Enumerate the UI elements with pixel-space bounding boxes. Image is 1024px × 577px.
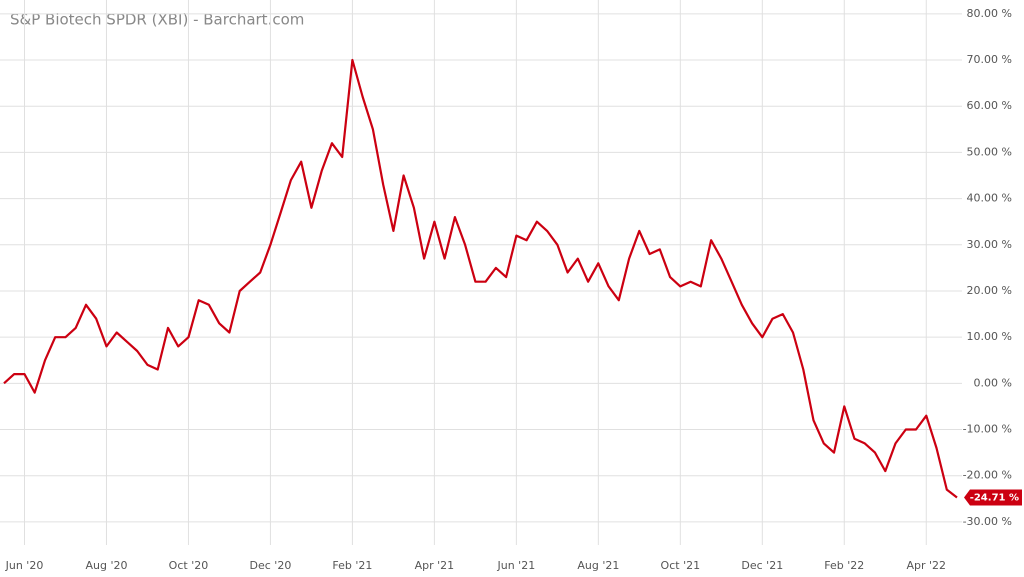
y-tick-label: -20.00 % [963, 469, 1012, 482]
y-tick-label: 70.00 % [967, 53, 1012, 66]
x-tick-label: Jun '21 [497, 559, 536, 572]
y-tick-label: 50.00 % [967, 145, 1012, 158]
end-label: -24.71 % [970, 492, 1019, 503]
y-tick-label: 30.00 % [967, 238, 1012, 251]
y-tick-label: 20.00 % [967, 284, 1012, 297]
x-tick-label: Feb '21 [332, 559, 372, 572]
line [3, 58, 958, 499]
x-tick-label: Apr '22 [906, 559, 946, 572]
x-tick-label: Dec '20 [250, 559, 292, 572]
grid [0, 0, 962, 545]
y-tick-label: -30.00 % [963, 515, 1012, 528]
x-tick-label: Dec '21 [741, 559, 783, 572]
x-tick-label: Oct '20 [169, 559, 209, 572]
chart-title: S&P Biotech SPDR (XBI) - Barchart.com [10, 11, 304, 29]
y-tick-label: 60.00 % [967, 99, 1012, 112]
x-tick-label: Apr '21 [415, 559, 455, 572]
x-tick-label: Jun '20 [5, 559, 44, 572]
x-tick-label: Aug '21 [577, 559, 619, 572]
y-tick-label: 40.00 % [967, 192, 1012, 205]
y-tick-label: 10.00 % [967, 330, 1012, 343]
y-tick-label: 0.00 % [974, 376, 1012, 389]
y-tick-label: 80.00 % [967, 7, 1012, 20]
x-tick-label: Aug '20 [85, 559, 127, 572]
x-tick-label: Feb '22 [824, 559, 864, 572]
y-tick-label: -10.00 % [963, 423, 1012, 436]
end-label-tag [964, 489, 1022, 506]
x-tick-label: Oct '21 [661, 559, 701, 572]
